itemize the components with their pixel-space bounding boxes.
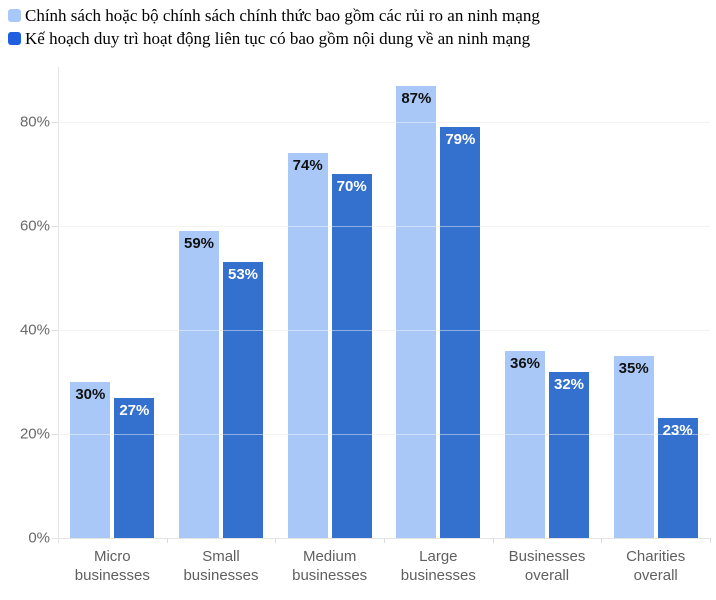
x-category-label: Charities overall [601,547,710,585]
x-category-label-line: overall [633,567,678,584]
bar-value-label: 30% [71,385,110,406]
y-axis-tick-label: 40% [19,321,50,339]
bar-value-label: 74% [288,156,327,177]
y-axis-tick [52,122,58,124]
y-axis-line [58,67,59,543]
bar[interactable]: 70% [331,174,372,538]
x-axis-tick [492,538,494,543]
bar[interactable]: 23% [657,418,698,538]
x-axis-tick [275,538,277,543]
x-category-label-line: Charities [626,548,686,565]
gridline [58,434,710,436]
x-category-label-line: overall [524,567,570,584]
x-category-label-line: Medium [302,548,357,565]
gridline [58,226,710,228]
x-category-label-line: Large [419,548,458,565]
gridline [58,122,710,124]
bar-value-label: 87% [397,88,436,109]
x-category-label-line: businesses [74,567,150,584]
x-axis-tick [166,538,168,543]
bar[interactable]: 36% [505,350,545,538]
bar-value-label: 27% [115,400,154,421]
gridline-overlay [58,434,710,436]
bar[interactable]: 74% [287,153,328,538]
bar[interactable]: 87% [396,85,437,538]
x-category-label: Micro businesses [58,547,167,585]
legend-label: Chính sách hoặc bộ chính sách chính thức… [25,6,540,25]
y-axis-tick-label: 20% [19,425,50,443]
bar-value-label: 36% [505,353,545,374]
gridline-overlay [58,122,710,124]
legend-item-formal-policy[interactable]: Chính sách hoặc bộ chính sách chính thức… [8,5,540,26]
x-axis-line [52,538,710,539]
bar[interactable]: 27% [114,397,155,538]
gridline-overlay [58,226,710,228]
bar-value-label: 32% [549,374,589,395]
legend-swatch-light-blue [8,9,21,22]
x-category-label: Medium businesses [275,547,384,585]
bar[interactable]: 59% [179,231,219,538]
y-axis-tick [52,434,58,436]
bar-value-label: 35% [614,359,653,380]
bar[interactable]: 79% [440,127,481,538]
x-category-label-line: businesses [400,567,476,584]
chart-legend: Chính sách hoặc bộ chính sách chính thức… [8,5,540,49]
x-category-label-line: Micro [93,548,131,565]
bar-value-label: 53% [223,265,263,286]
bar-value-label: 23% [658,421,697,442]
bar[interactable]: 32% [549,371,589,538]
bar-value-label: 79% [441,130,480,151]
x-axis-tick [384,538,385,543]
bar[interactable]: 30% [70,382,111,538]
x-category-label-line: businesses [183,567,259,584]
x-category-label-line: Small [202,548,240,565]
y-axis-tick-label: 0% [28,529,50,547]
bar-value-label: 70% [332,177,371,198]
x-category-label-line: businesses [292,567,368,584]
x-category-label-line: Businesses [508,548,586,565]
x-axis-tick [601,538,603,543]
x-category-label: Small businesses [167,547,276,585]
y-axis-tick [52,226,58,228]
bar[interactable]: 53% [223,262,263,538]
legend-item-continuity-plan[interactable]: Kế hoạch duy trì hoạt động liên tục có b… [8,28,540,49]
y-axis-tick-label: 60% [19,217,50,235]
gridline [58,330,710,332]
x-category-label: Large businesses [384,547,493,585]
gridline-overlay [58,330,710,332]
legend-label: Kế hoạch duy trì hoạt động liên tục có b… [25,29,531,48]
x-axis-tick [710,538,711,543]
y-axis-tick-label: 80% [19,113,50,131]
legend-swatch-dark-blue [8,32,21,45]
y-axis-tick [52,330,58,332]
bar[interactable]: 35% [613,356,654,538]
bar-value-label: 59% [179,234,219,255]
x-category-label: Businesses overall [493,547,602,585]
